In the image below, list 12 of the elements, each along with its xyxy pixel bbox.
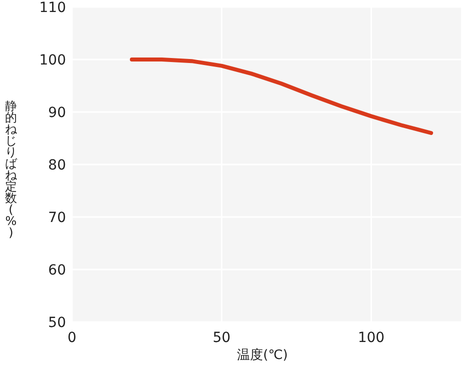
y-tick-label: 50 (48, 315, 66, 331)
y-tick-label: 80 (48, 158, 66, 174)
x-tick-label: 0 (68, 330, 76, 346)
x-tick-label: 100 (358, 330, 385, 346)
y-tick-label: 110 (39, 0, 66, 16)
y-tick-label: 100 (39, 52, 66, 68)
y-tick-label: 70 (48, 210, 66, 226)
y-tick-label: 60 (48, 262, 66, 278)
y-tick-label: 90 (48, 105, 66, 121)
x-tick-label: 50 (212, 330, 231, 346)
text: 静的ねじりばね定数(%) (5, 99, 17, 240)
x-axis-title: 温度(℃) (237, 347, 288, 363)
